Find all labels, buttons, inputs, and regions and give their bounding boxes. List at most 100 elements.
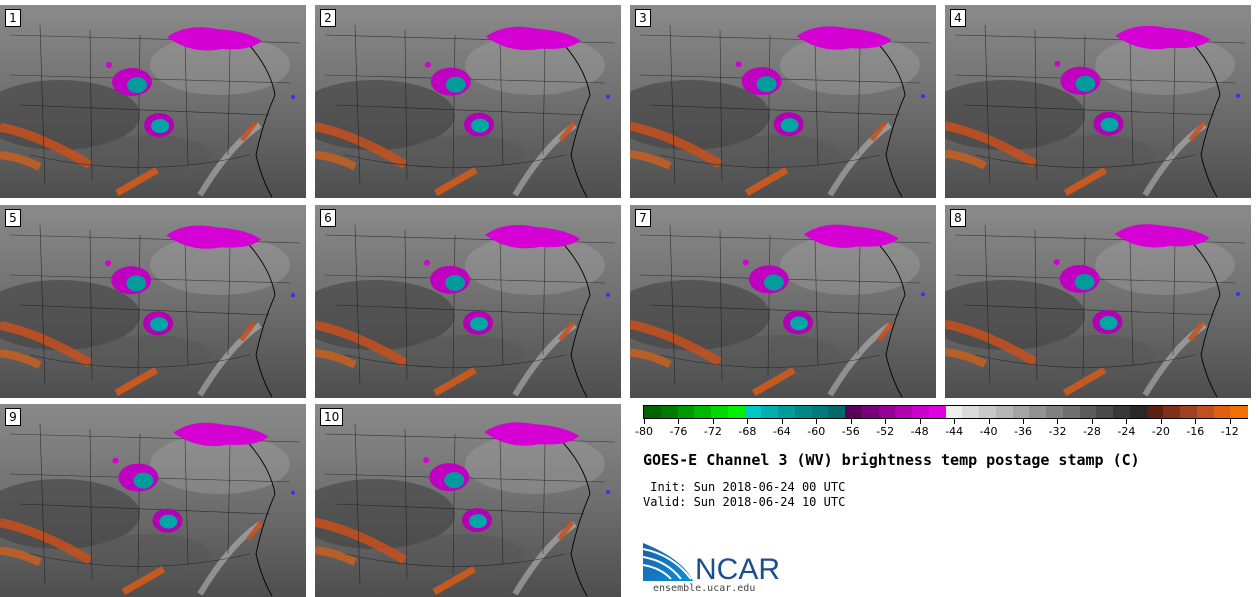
ncar-logo-text: NCAR (695, 553, 780, 583)
init-time: Init: Sun 2018-06-24 00 UTC (643, 480, 846, 494)
colorbar-tick-label: -36 (1014, 425, 1032, 438)
colorbar-segment (761, 406, 779, 418)
colorbar-tick-label: -28 (1082, 425, 1101, 438)
colorbar-tick-label: -60 (807, 425, 826, 438)
colorbar-tick-label: -52 (876, 425, 895, 438)
colorbar-segment (878, 406, 896, 418)
brightness-temp-map (315, 5, 621, 198)
colorbar-segment (727, 406, 746, 418)
postage-stamp-panel[interactable]: 4 (945, 5, 1251, 198)
colorbar-segment (1012, 406, 1030, 418)
colorbar (643, 405, 1248, 419)
colorbar-tick (954, 419, 956, 424)
ncar-url[interactable]: ensemble.ucar.edu (653, 583, 756, 594)
colorbar-segment (811, 406, 829, 418)
colorbar-tick-label: -68 (738, 425, 757, 438)
colorbar-segment (1196, 406, 1215, 418)
postage-stamp-panel[interactable]: 1 (0, 5, 306, 198)
colorbar-tick (1023, 419, 1025, 424)
colorbar-segment (928, 406, 947, 418)
figure-title: GOES-E Channel 3 (WV) brightness temp po… (643, 451, 1140, 469)
postage-stamp-panel[interactable]: 2 (315, 5, 621, 198)
colorbar-segment (1163, 406, 1181, 418)
colorbar-tick-label: -12 (1220, 425, 1239, 438)
colorbar-segment (1230, 406, 1248, 418)
colorbar-segment (945, 406, 963, 418)
colorbar-segment (694, 406, 712, 418)
brightness-temp-map (0, 404, 306, 597)
colorbar-segment (845, 406, 863, 418)
panel-number-label: 6 (320, 209, 336, 227)
colorbar-tick-label: -64 (772, 425, 791, 438)
colorbar-segment (1029, 406, 1047, 418)
colorbar-tick (678, 419, 680, 424)
colorbar-tick (850, 419, 852, 424)
brightness-temp-map (630, 5, 936, 198)
valid-time: Valid: Sun 2018-06-24 10 UTC (643, 495, 846, 509)
colorbar-segment (995, 406, 1014, 418)
colorbar-segment (744, 406, 762, 418)
colorbar-segment (778, 406, 796, 418)
brightness-temp-map (630, 205, 936, 398)
colorbar-segment (644, 406, 662, 418)
panel-number-label: 7 (635, 209, 651, 227)
colorbar-segment (711, 406, 729, 418)
colorbar-tick (781, 419, 783, 424)
colorbar-segment (1046, 406, 1064, 418)
colorbar-tick (1126, 419, 1128, 424)
colorbar-tick-label: -80 (635, 425, 653, 438)
colorbar-segment (1129, 406, 1148, 418)
colorbar-tick-label: -40 (979, 425, 998, 438)
brightness-temp-map (315, 404, 621, 597)
panel-number-label: 5 (5, 209, 21, 227)
postage-stamp-panel[interactable]: 8 (945, 205, 1251, 398)
colorbar-tick-label: -44 (945, 425, 964, 438)
postage-stamp-panel[interactable]: 3 (630, 5, 936, 198)
postage-stamp-panel[interactable]: 9 (0, 404, 306, 597)
panel-number-label: 3 (635, 9, 651, 27)
colorbar-tick (1057, 419, 1059, 424)
colorbar-segment (660, 406, 679, 418)
panel-number-label: 10 (320, 408, 344, 426)
colorbar-tick (885, 419, 887, 424)
colorbar-tick (1229, 419, 1231, 424)
colorbar-tick-label: -32 (1048, 425, 1067, 438)
postage-stamp-panel[interactable]: 6 (315, 205, 621, 398)
panel-number-label: 8 (950, 209, 966, 227)
brightness-temp-map (945, 205, 1251, 398)
colorbar-segment (1096, 406, 1114, 418)
colorbar-tick (1091, 419, 1093, 424)
colorbar-segment (895, 406, 913, 418)
colorbar-tick-label: -76 (669, 425, 688, 438)
colorbar-tick-label: -16 (1186, 425, 1205, 438)
colorbar-tick-label: -72 (703, 425, 722, 438)
colorbar-segment (828, 406, 846, 418)
colorbar-tick (1195, 419, 1197, 424)
panel-number-label: 1 (5, 9, 21, 27)
colorbar-segment (1213, 406, 1231, 418)
brightness-temp-map (945, 5, 1251, 198)
colorbar-segment (677, 406, 695, 418)
postage-stamp-panel[interactable]: 7 (630, 205, 936, 398)
colorbar-tick-label: -24 (1117, 425, 1136, 438)
colorbar-segment (912, 406, 930, 418)
colorbar-tick-label: -20 (1151, 425, 1170, 438)
colorbar-ticks: -80 -76 -72 -68 -64 -60 -56 -52 -48 -44 -40 -36 -32 -… (635, 419, 1248, 443)
colorbar-tick-label: -48 (910, 425, 929, 438)
colorbar-segment (1062, 406, 1081, 418)
panel-number-label: 2 (320, 9, 336, 27)
postage-stamp-panel[interactable]: 10 (315, 404, 621, 597)
colorbar-segment (1146, 406, 1164, 418)
postage-stamp-panel[interactable]: 5 (0, 205, 306, 398)
brightness-temp-map (0, 5, 306, 198)
colorbar-tick (747, 419, 749, 424)
colorbar-segment (1180, 406, 1198, 418)
colorbar-segment (861, 406, 880, 418)
colorbar-tick (1160, 419, 1162, 424)
colorbar-segment (794, 406, 813, 418)
brightness-temp-map (315, 205, 621, 398)
colorbar-tick-label: -56 (841, 425, 860, 438)
colorbar-tick (919, 419, 921, 424)
colorbar-segment (979, 406, 997, 418)
